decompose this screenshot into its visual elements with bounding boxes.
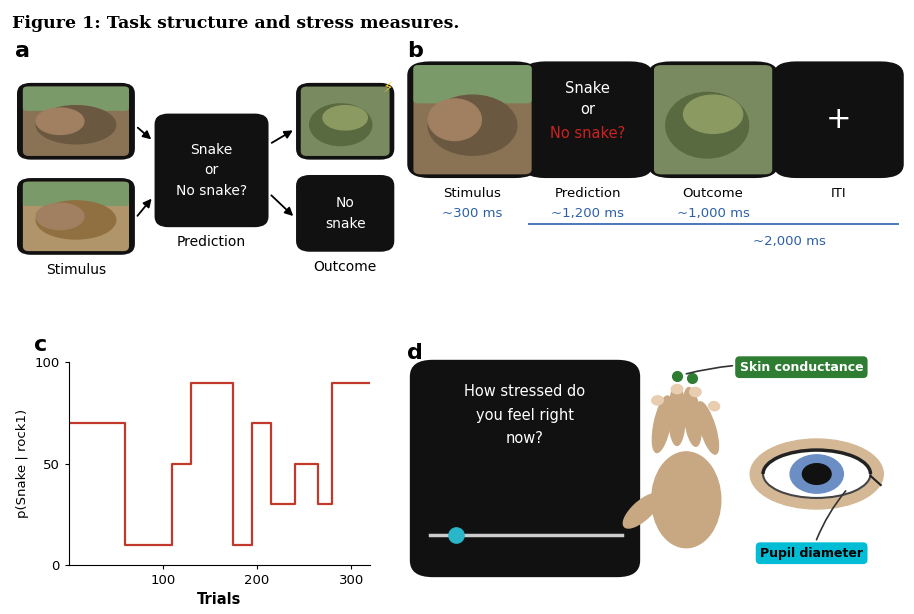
Text: Pupil diameter: Pupil diameter [760,491,863,560]
Text: Outcome: Outcome [683,187,744,200]
FancyBboxPatch shape [413,65,532,103]
FancyBboxPatch shape [23,87,129,156]
Ellipse shape [684,387,701,446]
Ellipse shape [653,396,672,453]
FancyBboxPatch shape [23,87,129,111]
Text: b: b [408,42,423,61]
Text: Prediction: Prediction [555,187,621,200]
Text: Stimulus: Stimulus [443,187,502,200]
Text: ⚡: ⚡ [383,80,394,95]
Text: ITI: ITI [831,187,846,200]
Text: ~2,000 ms: ~2,000 ms [753,235,826,248]
Text: a: a [15,42,30,61]
Ellipse shape [669,384,686,446]
Text: d: d [408,343,423,363]
Ellipse shape [323,106,367,130]
Circle shape [802,464,831,484]
Y-axis label: p(Snake | rock1): p(Snake | rock1) [16,409,28,518]
FancyBboxPatch shape [654,65,772,174]
Ellipse shape [37,201,116,239]
Text: Snake
or: Snake or [565,80,611,117]
Ellipse shape [671,384,683,394]
Ellipse shape [623,494,660,528]
FancyBboxPatch shape [523,61,653,178]
Text: No
snake: No snake [324,196,366,231]
Text: No snake?: No snake? [550,126,625,141]
Text: Snake
or
No snake?: Snake or No snake? [176,143,247,198]
Text: c: c [34,335,47,355]
Ellipse shape [665,93,749,158]
FancyBboxPatch shape [23,182,129,251]
FancyBboxPatch shape [301,87,389,156]
Text: How stressed do
you feel right
now?: How stressed do you feel right now? [464,384,586,446]
Ellipse shape [708,402,719,411]
FancyBboxPatch shape [413,65,532,174]
Text: +: + [825,105,851,134]
Text: Skin conductance: Skin conductance [686,360,863,374]
FancyBboxPatch shape [17,178,135,255]
Ellipse shape [428,95,517,155]
Ellipse shape [652,396,664,405]
Ellipse shape [690,387,701,397]
X-axis label: Trials: Trials [197,593,241,607]
Text: ~300 ms: ~300 ms [442,208,503,220]
FancyBboxPatch shape [296,175,394,252]
Ellipse shape [428,99,482,141]
Ellipse shape [697,402,718,454]
FancyBboxPatch shape [296,83,394,160]
FancyBboxPatch shape [773,61,904,178]
Ellipse shape [37,203,84,230]
Text: ~1,200 ms: ~1,200 ms [551,208,624,220]
FancyBboxPatch shape [408,61,537,178]
Ellipse shape [684,95,743,133]
Text: ~1,000 ms: ~1,000 ms [676,208,749,220]
Ellipse shape [652,452,721,548]
FancyBboxPatch shape [23,182,129,206]
FancyBboxPatch shape [154,114,269,227]
Text: Prediction: Prediction [177,235,246,249]
FancyBboxPatch shape [409,360,640,577]
Ellipse shape [763,450,870,498]
Ellipse shape [37,108,84,134]
Text: Stimulus: Stimulus [46,263,106,278]
FancyBboxPatch shape [648,61,779,178]
FancyBboxPatch shape [17,83,135,160]
Text: Outcome: Outcome [314,260,377,274]
Ellipse shape [310,104,372,146]
Circle shape [790,455,844,493]
Ellipse shape [750,439,883,509]
Ellipse shape [37,106,116,144]
Text: Figure 1: Task structure and stress measures.: Figure 1: Task structure and stress meas… [12,15,459,33]
